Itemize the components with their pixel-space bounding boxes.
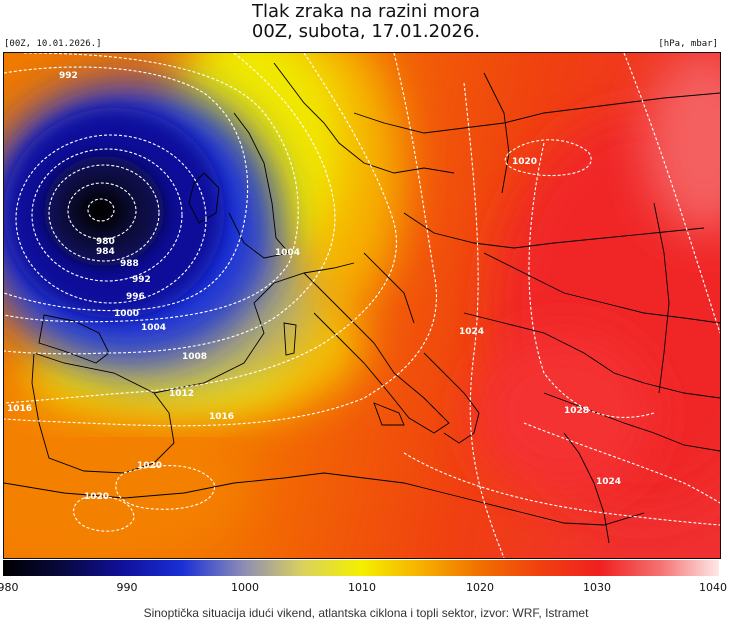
isobar-label: 1028 (564, 406, 589, 416)
colorbar-tick: 1040 (699, 581, 727, 594)
colorbar-tick: 980 (0, 581, 19, 594)
isobar-label: 1024 (459, 327, 484, 337)
isobar-label: 1024 (596, 477, 621, 487)
isobar-label: 1020 (512, 157, 537, 167)
colorbar-tick: 1030 (583, 581, 611, 594)
isobar-label: 1016 (209, 412, 234, 422)
isobar-label: 1004 (275, 248, 300, 258)
isobar-label: 1004 (141, 323, 166, 333)
colorbar-tick: 990 (116, 581, 138, 594)
pressure-colorbar (3, 560, 719, 576)
isobar-label: 1008 (182, 352, 207, 362)
isobar-label: 980 (96, 237, 115, 247)
model-run-label: [00Z, 10.01.2026.] (4, 39, 102, 49)
colorbar-tick: 1020 (466, 581, 494, 594)
isobar-label: 1000 (114, 309, 139, 319)
coastlines (4, 62, 720, 544)
isobar-label: 988 (120, 259, 139, 269)
colorbar-tick: 1010 (348, 581, 376, 594)
isobars (4, 53, 720, 558)
isobar-label: 1020 (84, 492, 109, 502)
isobar-label: 992 (132, 275, 151, 285)
pressure-map: 992 980 984 988 992 996 1000 1004 1004 1… (3, 52, 721, 559)
pressure-map-canvas: 992 980 984 988 992 996 1000 1004 1004 1… (4, 53, 720, 558)
isobar-label: 1012 (169, 389, 194, 399)
isobar-labels: 992 980 984 988 992 996 1000 1004 1004 1… (7, 71, 621, 502)
units-label: [hPa, mbar] (658, 39, 718, 49)
image-caption: Sinoptička situacija idući vikend, atlan… (143, 606, 589, 620)
isobar-label: 1020 (137, 461, 162, 471)
isobar-label: 984 (96, 247, 115, 257)
colorbar-tick: 1000 (231, 581, 259, 594)
isobar-label: 1016 (7, 404, 32, 414)
map-subtitle: 00Z, subota, 17.01.2026. (251, 21, 481, 42)
map-title: Tlak zraka na razini mora (251, 1, 481, 22)
isobar-label: 992 (59, 71, 78, 81)
isobar-label: 996 (126, 292, 145, 302)
